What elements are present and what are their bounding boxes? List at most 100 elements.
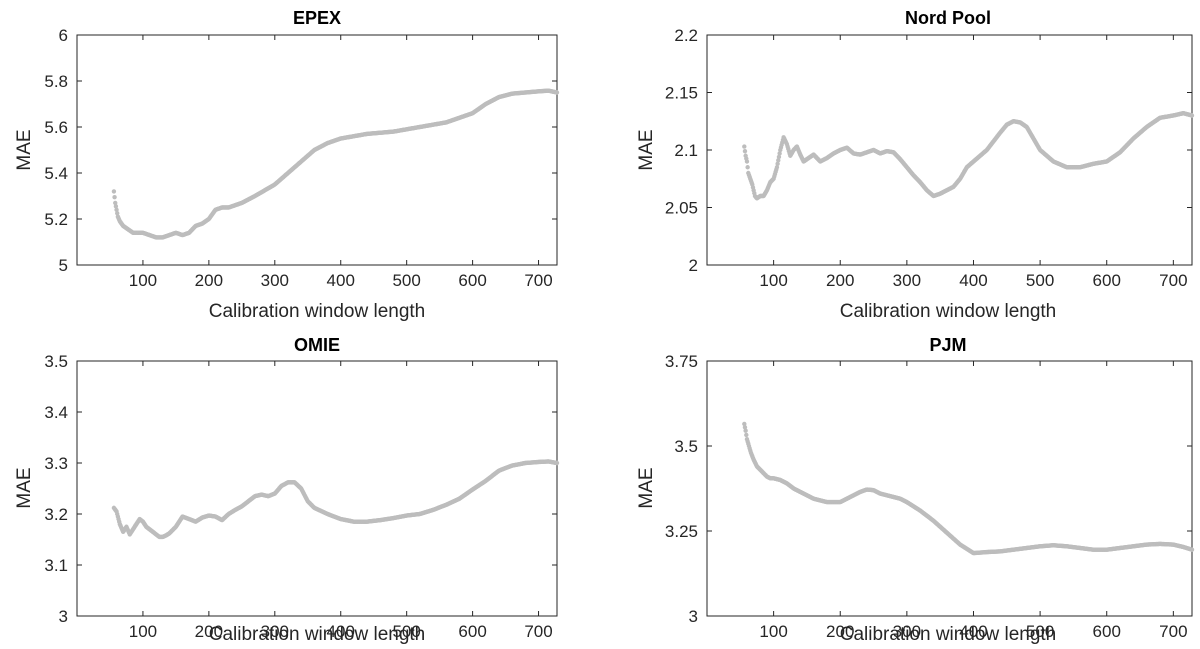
y-tick-label: 3.2 [44,505,68,524]
x-tick-group: 100 200 300 400 500 600 700 [759,361,1188,641]
x-tick-label: 100 [129,622,157,641]
x-tick-label: 100 [129,271,157,290]
scatter-series [742,111,1195,201]
data-point [111,189,117,194]
y-tick-label: 2.2 [674,26,698,45]
data-point [113,204,119,209]
x-tick-label: 600 [458,622,486,641]
panel-title: OMIE [294,335,340,355]
x-axis-label: Calibration window length [209,301,426,322]
data-point [744,159,750,164]
y-tick-group: 3 3.25 3.5 3.75 [665,352,1192,626]
x-tick-group: 100 200 300 400 500 600 700 [759,35,1188,290]
y-tick-label: 2.1 [674,141,698,160]
y-axis-label: MAE [636,129,657,170]
data-point [744,432,749,438]
panel-title: EPEX [293,8,341,28]
x-tick-label: 500 [392,271,420,290]
y-tick-label: 5.4 [44,164,68,183]
plot-area [706,360,1193,617]
y-tick-label: 3.75 [665,352,698,371]
panel-nord-pool: Nord Pool 100 200 300 400 500 600 700 2 2.05 2.1… [636,8,1195,322]
y-axis-label: MAE [14,467,35,508]
data-point [742,148,748,154]
y-tick-group: 5 5.2 5.4 5.6 5.8 6 [44,26,557,275]
scatter-series [111,88,560,240]
x-tick-label: 200 [195,271,223,290]
panel-title: Nord Pool [905,8,991,28]
x-tick-label: 200 [195,622,223,641]
x-tick-label: 600 [1093,622,1121,641]
x-tick-label: 700 [1159,271,1187,290]
x-tick-label: 400 [327,622,355,641]
x-axis-label: Calibration window length [840,301,1057,322]
y-tick-label: 5.8 [44,72,68,91]
x-tick-label: 100 [759,271,787,290]
data-point [112,194,117,200]
y-tick-label: 3.1 [44,556,68,575]
y-tick-label: 3.5 [44,352,68,371]
x-tick-label: 700 [524,622,552,641]
data-point [777,151,782,156]
data-point [554,460,560,466]
data-point [113,200,118,206]
data-point [554,90,560,95]
panel-epex: EPEX 100 200 300 400 500 600 700 5 5.2 5.4 5.6 5.8… [14,8,560,322]
data-point [776,154,782,160]
data-point [742,425,748,430]
y-tick-label: 3.5 [674,437,698,456]
x-tick-label: 400 [959,622,987,641]
y-tick-label: 5 [59,256,68,275]
y-tick-label: 6 [59,26,68,45]
y-tick-label: 5.2 [44,210,68,229]
x-axis-label: Calibration window length [840,624,1057,645]
data-point [775,161,780,166]
panel-omie: OMIE 100 200 300 400 500 600 700 3 3.1 3.2 3.3 3.4… [14,335,560,645]
y-axis-label: MAE [14,129,35,170]
x-tick-label: 600 [1093,271,1121,290]
x-tick-label: 400 [959,271,987,290]
data-point [115,211,120,216]
y-tick-label: 2.05 [665,199,698,218]
data-point [776,158,781,163]
x-tick-label: 500 [392,622,420,641]
y-tick-label: 3.4 [44,403,68,422]
scatter-series [742,421,1195,556]
y-tick-group: 2 2.05 2.1 2.15 2.2 [665,26,1192,275]
data-point [742,144,747,149]
plot-area [76,360,558,617]
x-tick-label: 400 [327,271,355,290]
panel-pjm: PJM 100 200 300 400 500 600 700 3 3.25 3.5 3.75 C… [636,335,1195,645]
data-point [774,165,780,170]
y-axis-label: MAE [636,467,657,508]
x-tick-label: 700 [524,271,552,290]
y-tick-group: 3 3.1 3.2 3.3 3.4 3.5 [44,352,557,626]
x-tick-label: 300 [893,622,921,641]
x-tick-label: 500 [1026,622,1054,641]
y-tick-label: 3 [59,607,68,626]
data-point [114,207,119,212]
y-tick-label: 3.3 [44,454,68,473]
x-tick-label: 100 [759,622,787,641]
x-tick-group: 100 200 300 400 500 600 700 [129,35,553,290]
data-point [1189,547,1195,552]
x-tick-label: 600 [458,271,486,290]
y-tick-label: 3.25 [665,522,698,541]
x-tick-label: 700 [1159,622,1187,641]
x-tick-label: 300 [261,622,289,641]
y-tick-label: 2 [689,256,698,275]
y-tick-label: 5.6 [44,118,68,137]
data-point [742,421,747,427]
scatter-series [111,459,560,540]
x-tick-label: 200 [826,622,854,641]
panel-title: PJM [929,335,966,355]
data-point [1189,113,1195,118]
x-tick-group: 100 200 300 400 500 600 700 [129,361,553,641]
x-tick-label: 500 [1026,271,1054,290]
x-axis-label: Calibration window length [209,624,426,645]
x-tick-label: 200 [826,271,854,290]
y-tick-label: 2.15 [665,84,698,103]
x-tick-label: 300 [261,271,289,290]
data-point [743,428,748,433]
